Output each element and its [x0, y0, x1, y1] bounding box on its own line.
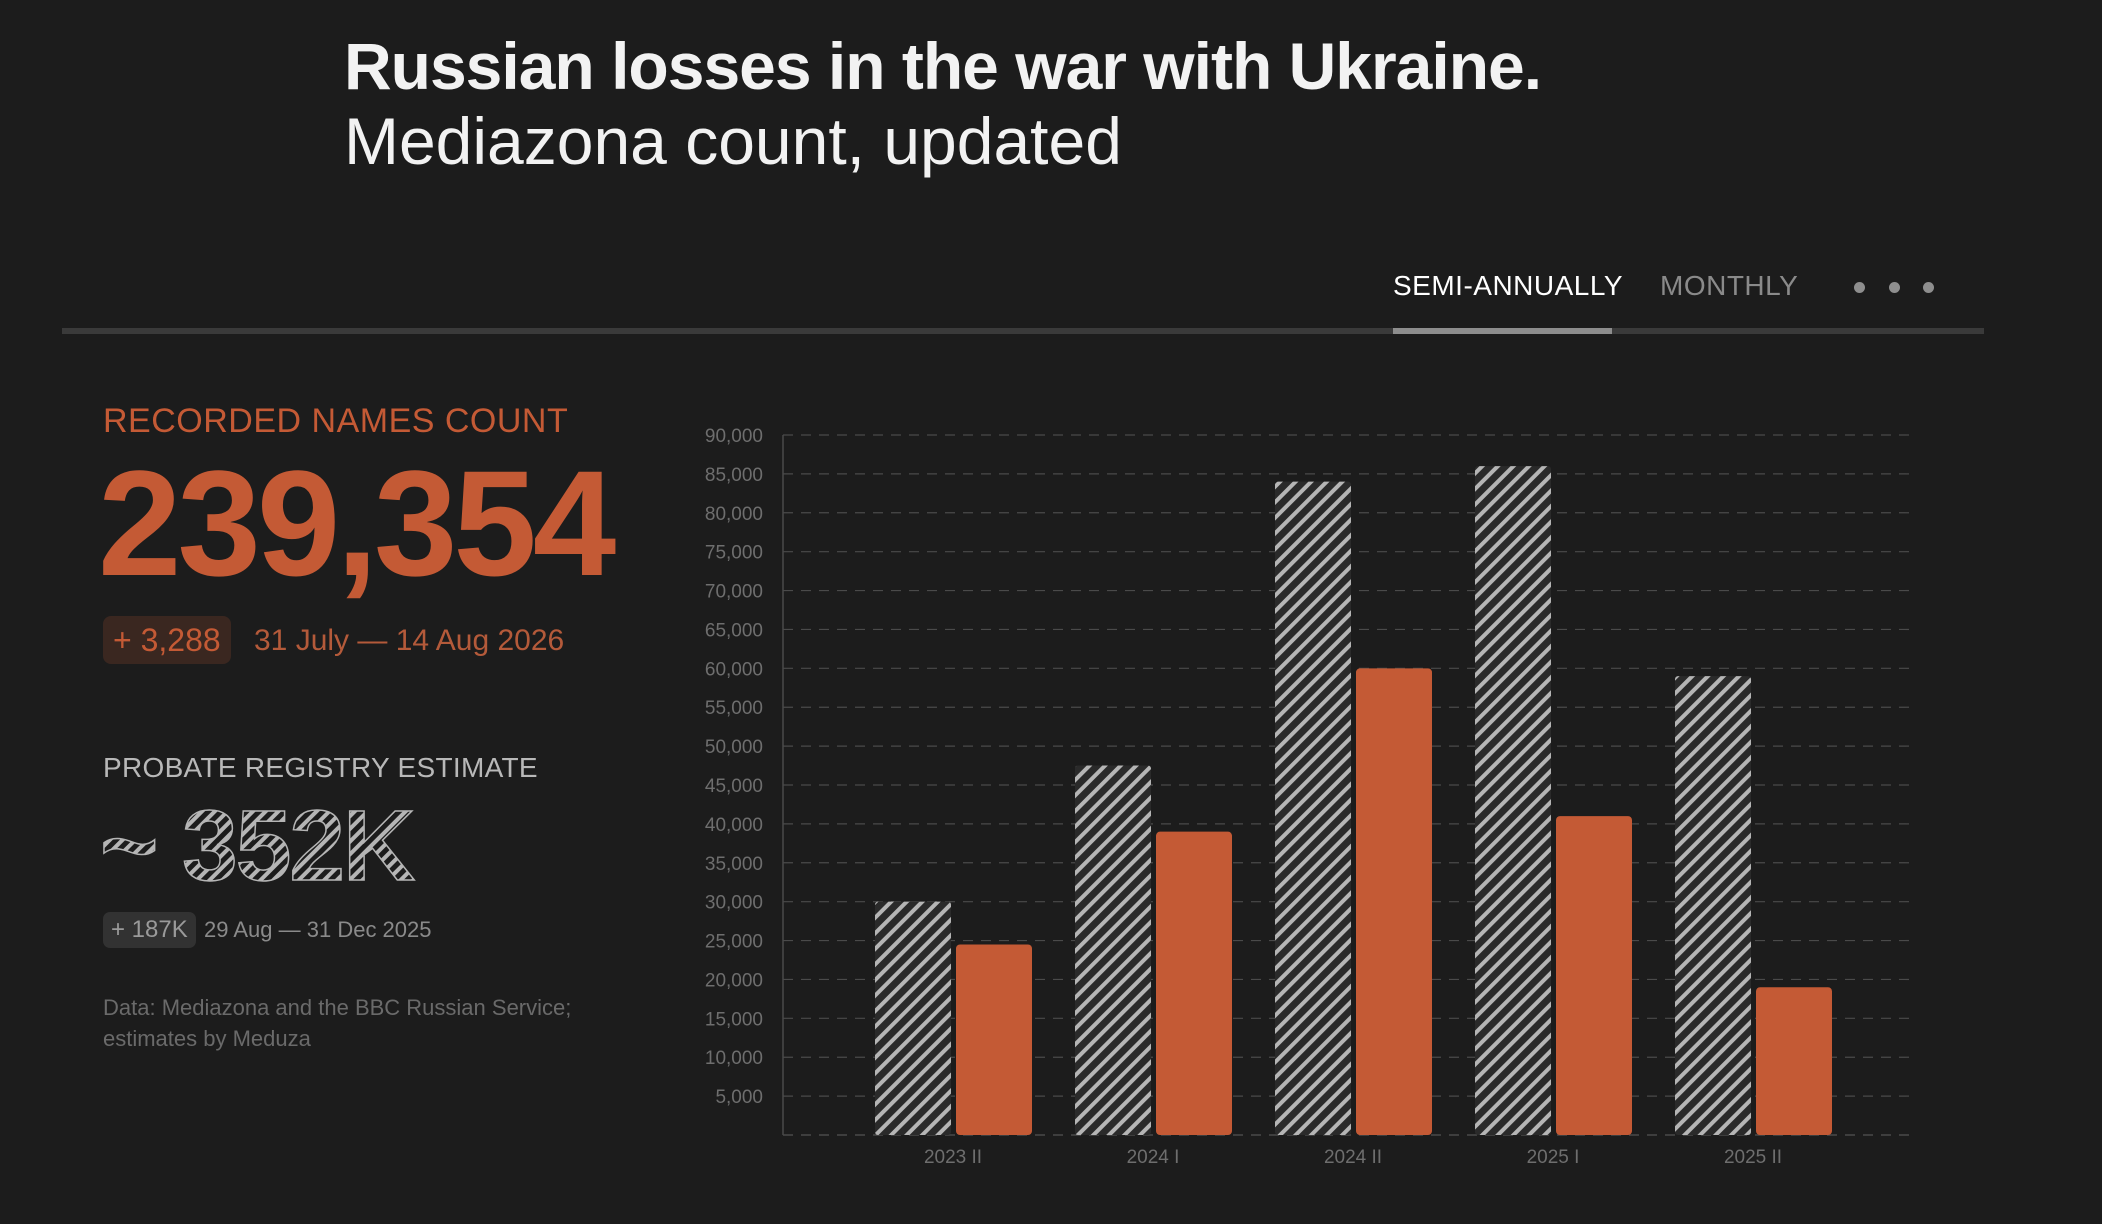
y-tick-label: 45,000 — [705, 776, 763, 797]
probate-date-range: 29 Aug — 31 Dec 2025 — [204, 917, 432, 942]
y-tick-label: 15,000 — [705, 1009, 763, 1030]
x-tick-label: 2024 I — [1127, 1147, 1180, 1168]
y-tick-label: 20,000 — [705, 970, 763, 991]
y-tick-label: 30,000 — [705, 893, 763, 914]
recorded-date-range: 31 July — 14 Aug 2026 — [254, 624, 565, 657]
probate-estimate-value: ~ 352K — [100, 796, 418, 896]
y-tick-label: 65,000 — [705, 620, 763, 641]
chart-title: Russian losses in the war with Ukraine. — [344, 29, 1542, 103]
x-tick-label: 2025 I — [1527, 1147, 1580, 1168]
y-tick-label: 70,000 — [705, 582, 763, 603]
bar-chart: 5,000 10,000 15,000 20,000 25,000 30,000 35,00… — [705, 426, 1913, 1168]
recorded-names-value: 239,354 — [98, 439, 616, 607]
y-tick-label: 40,000 — [705, 815, 763, 836]
y-tick-label: 75,000 — [705, 543, 763, 564]
more-horizontal-icon-dot — [1888, 281, 1900, 293]
data-source-note: Data: Mediazona and the BBC Russian Serv… — [103, 995, 572, 1051]
y-tick-label: 25,000 — [705, 932, 763, 953]
tab-monthly[interactable]: MONTHLY — [1660, 270, 1799, 301]
probate-estimate-label: PROBATE REGISTRY ESTIMATE — [103, 752, 538, 783]
bar-hatched-2024-ii — [1275, 481, 1351, 1136]
bar-solid-2025-i — [1556, 816, 1632, 1135]
x-tick-label: 2024 II — [1324, 1147, 1382, 1168]
more-horizontal-icon-dot — [1923, 281, 1934, 293]
bar-hatched-2025-ii — [1675, 676, 1751, 1135]
y-tick-label: 10,000 — [705, 1048, 763, 1069]
recorded-names-label: RECORDED NAMES COUNT — [103, 402, 569, 440]
y-tick-label: 60,000 — [705, 659, 763, 680]
x-tick-label: 2023 II — [924, 1147, 982, 1168]
y-tick-label: 80,000 — [705, 504, 763, 525]
bar-solid-2024-ii — [1356, 668, 1432, 1135]
tab-active-indicator — [1393, 328, 1612, 334]
y-tick-label: 50,000 — [705, 737, 763, 758]
bar-hatched-2024-i — [1075, 765, 1151, 1135]
recorded-delta-badge: + 3,288 — [103, 616, 231, 664]
y-tick-label: 5,000 — [715, 1087, 763, 1108]
bar-solid-2023-ii — [956, 944, 1032, 1135]
probate-estimate-text: ~ 352K — [100, 796, 415, 896]
y-tick-label: 35,000 — [705, 854, 763, 875]
bar-solid-2024-i — [1156, 831, 1232, 1135]
more-options-button[interactable] — [1854, 270, 1934, 304]
bar-hatched-2025-i — [1475, 466, 1551, 1136]
y-tick-label: 90,000 — [705, 426, 763, 447]
y-tick-label: 85,000 — [705, 465, 763, 486]
more-horizontal-icon-dot — [1854, 281, 1865, 293]
chart-subtitle: Mediazona count, updated — [344, 104, 1122, 178]
tabs-track — [62, 328, 1984, 334]
tab-semi-annually[interactable]: SEMI-ANNUALLY — [1393, 270, 1624, 301]
bar-solid-2025-ii — [1756, 987, 1832, 1135]
bar-hatched-2023-ii — [875, 901, 951, 1135]
y-tick-label: 55,000 — [705, 698, 763, 719]
x-tick-label: 2025 II — [1724, 1147, 1782, 1168]
probate-delta-badge: + 187K — [103, 912, 196, 948]
